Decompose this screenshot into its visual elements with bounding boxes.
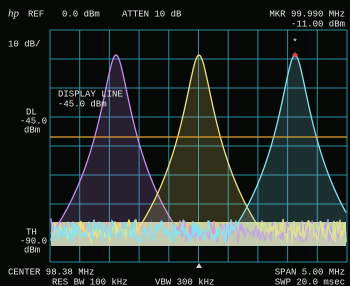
center-freq: CENTER 98.38 MHz [8,267,94,277]
th-unit: dBm [24,245,40,255]
display-line-level: -45.0 dBm [58,99,107,109]
vbw: VBW 300 kHz [155,277,214,286]
res-bw: RES BW 100 kHz [52,277,128,286]
marker-symbol: * [292,37,297,47]
scale: 10 dB/ [8,39,40,49]
ref-level: 0.0 dBm [62,9,100,19]
display-line-title: DISPLAY LINE [58,89,123,99]
traces [51,55,346,246]
analyzer-screen: hp REF 0.0 dBm ATTEN 10 dB MKR 99.990 MH… [0,0,350,286]
span: SPAN 5.00 MHz [275,267,345,277]
marker-level: -11.00 dBm [291,19,345,29]
atten: ATTEN 10 dB [122,9,182,19]
dl-unit: dBm [24,125,40,135]
logo: hp [8,8,20,20]
ref-label: REF [28,9,44,19]
marker-freq: MKR 99.990 MHz [269,9,345,19]
center-marker [196,263,202,268]
sweep: SWP 20.0 msec [275,277,345,286]
